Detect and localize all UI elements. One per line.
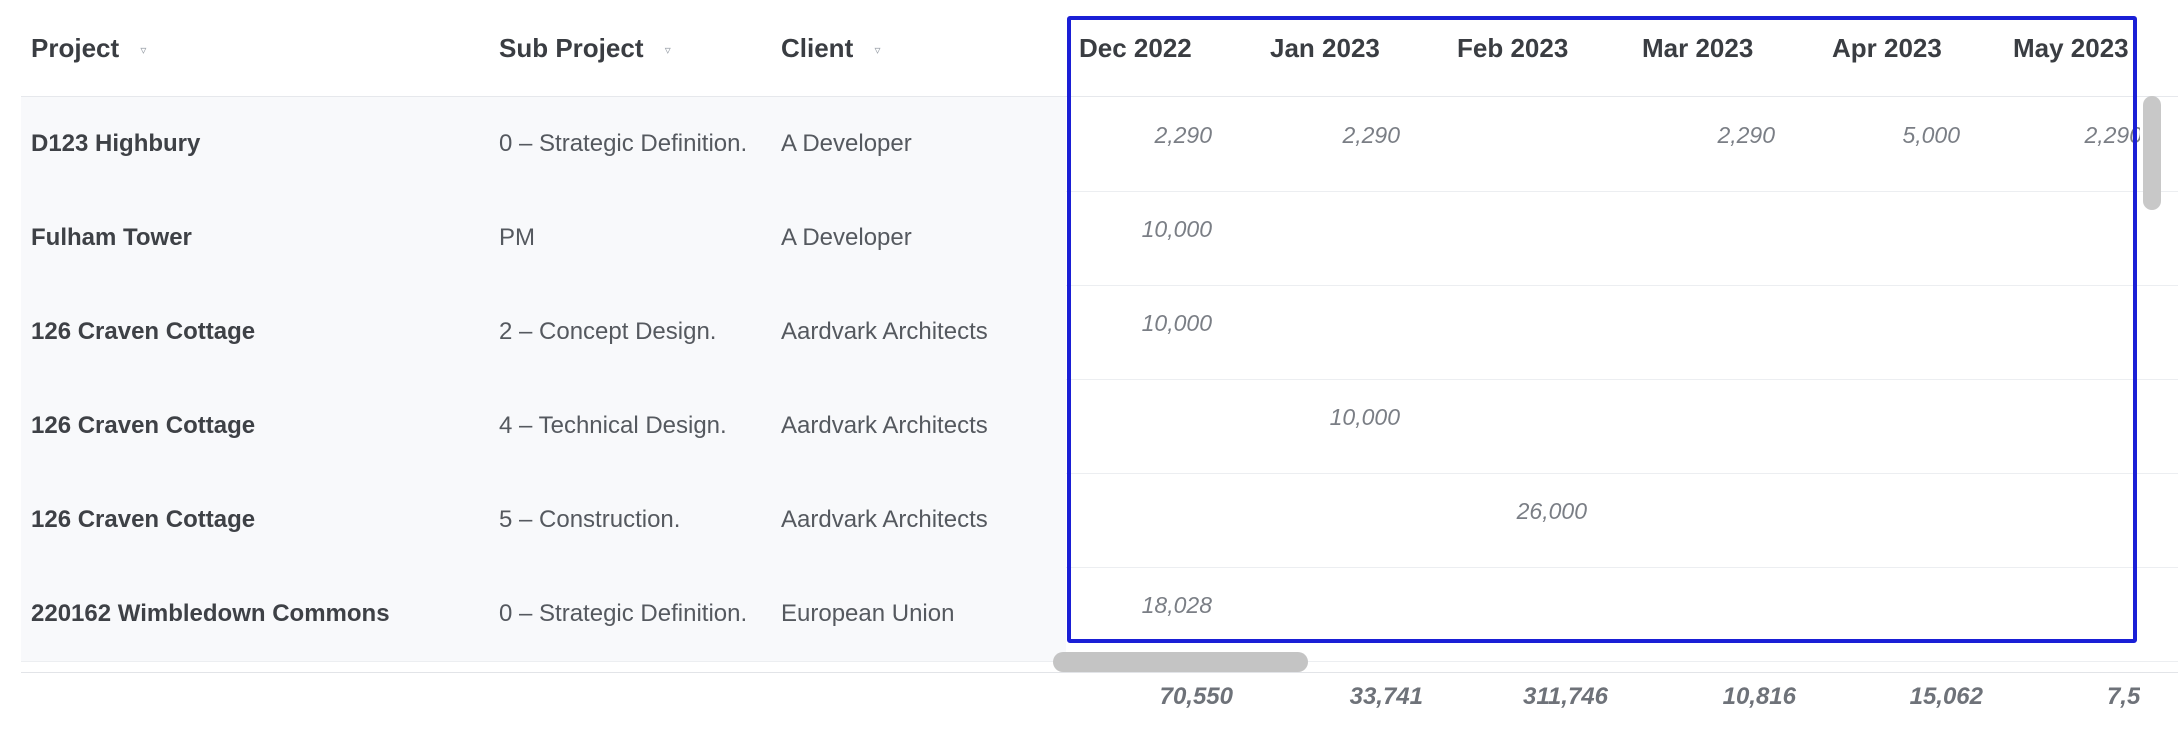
month-value-cell[interactable] — [1962, 209, 2140, 249]
client-cell: A Developer — [781, 130, 912, 157]
month-value-cell[interactable] — [1595, 397, 1775, 437]
column-total: 311,746 — [1523, 683, 1608, 710]
month-value-cell[interactable]: 26,000 — [1516, 498, 1587, 524]
sub-project-cell: 2 – Concept Design. — [499, 318, 717, 345]
month-value-cell[interactable] — [1407, 303, 1587, 343]
month-value-cell[interactable]: 2,290 — [1154, 122, 1212, 148]
column-total: 7,530 — [2106, 683, 2140, 710]
project-cell: 126 Craven Cottage — [31, 318, 256, 345]
month-header: Dec 2022 — [1079, 33, 1192, 63]
column-total: 10,816 — [1722, 683, 1796, 710]
project-cell: D123 Highbury — [31, 130, 201, 157]
sub-project-cell: 4 – Technical Design. — [499, 412, 727, 439]
month-value-cell[interactable] — [1962, 397, 2140, 437]
month-value-cell[interactable] — [1407, 209, 1587, 249]
column-total: 70,550 — [1159, 683, 1233, 710]
month-value-cell[interactable] — [1067, 491, 1212, 531]
table-row[interactable]: 220162 Wimbledown Commons 0 – Strategic D… — [21, 567, 2178, 662]
month-value-cell[interactable] — [1220, 209, 1400, 249]
row-background — [21, 379, 1066, 473]
project-column-header[interactable]: Project ▿ — [31, 30, 146, 66]
client-cell: Aardvark Architects — [781, 412, 988, 439]
project-cell: 126 Craven Cottage — [31, 506, 256, 533]
month-value-cell[interactable]: 18,028 — [1141, 592, 1212, 618]
month-value-cell[interactable] — [1780, 491, 1960, 531]
month-value-cell[interactable]: 2,290 — [1717, 122, 1775, 148]
sort-icon[interactable]: ▿ — [874, 43, 881, 58]
month-value-cell[interactable]: 10,000 — [1141, 216, 1212, 242]
month-header: Mar 2023 — [1642, 33, 1754, 63]
table-row[interactable]: 126 Craven Cottage 5 – Construction. Aardv… — [21, 473, 2178, 568]
table-row[interactable]: D123 Highbury 0 – Strategic Definition. A … — [21, 97, 2178, 192]
sub-project-header-label: Sub Project — [499, 33, 644, 63]
month-scroll-area[interactable]: Dec 2022 Jan 2023 Feb 2023 Mar 2023 Apr … — [1067, 0, 2140, 731]
month-value-cell[interactable] — [1595, 491, 1775, 531]
table-row[interactable]: 126 Craven Cottage 2 – Concept Design. Aar… — [21, 285, 2178, 380]
project-cell: 126 Craven Cottage — [31, 412, 256, 439]
column-total: 15,062 — [1909, 683, 1983, 710]
month-value-cell[interactable]: 10,000 — [1329, 404, 1400, 430]
month-value-cell[interactable]: 2,290 — [2084, 122, 2140, 148]
row-background — [21, 567, 1066, 661]
month-value-cell[interactable] — [1962, 585, 2140, 625]
month-value-cell[interactable] — [1780, 585, 1960, 625]
month-value-cell[interactable] — [1220, 303, 1400, 343]
vertical-scrollbar[interactable] — [2143, 96, 2161, 210]
table-row[interactable]: 126 Craven Cottage 4 – Technical Design. A… — [21, 379, 2178, 474]
project-header-label: Project — [31, 33, 120, 63]
month-header: May 2023 — [2013, 33, 2129, 63]
month-value-cell[interactable] — [1595, 585, 1775, 625]
table-header: Project ▿ Sub Project ▿ Client ▿ — [21, 0, 2178, 97]
month-value-cell[interactable] — [1780, 303, 1960, 343]
month-value-cell[interactable] — [1780, 209, 1960, 249]
sub-project-cell: PM — [499, 224, 535, 251]
month-value-cell[interactable] — [1407, 397, 1587, 437]
project-cell: 220162 Wimbledown Commons — [31, 600, 390, 627]
client-cell: Aardvark Architects — [781, 506, 988, 533]
client-cell: A Developer — [781, 224, 912, 251]
month-value-cell[interactable]: 2,290 — [1342, 122, 1400, 148]
client-cell: Aardvark Architects — [781, 318, 988, 345]
month-value-cell[interactable]: 10,000 — [1141, 310, 1212, 336]
client-header-label: Client — [781, 33, 854, 63]
month-value-cell[interactable] — [1962, 491, 2140, 531]
month-value-cell[interactable] — [1962, 303, 2140, 343]
sort-icon[interactable]: ▿ — [140, 43, 147, 58]
horizontal-scrollbar[interactable] — [1053, 652, 1308, 672]
sub-project-cell: 0 – Strategic Definition. — [499, 600, 748, 627]
sub-project-cell: 5 – Construction. — [499, 506, 681, 533]
totals-divider — [21, 672, 2178, 673]
month-header: Apr 2023 — [1832, 33, 1942, 63]
client-column-header[interactable]: Client ▿ — [781, 30, 881, 66]
project-cell: Fulham Tower — [31, 224, 192, 251]
month-value-cell[interactable] — [1220, 491, 1400, 531]
column-total: 33,741 — [1349, 683, 1423, 710]
month-value-cell[interactable] — [1780, 397, 1960, 437]
sort-icon[interactable]: ▿ — [664, 43, 671, 58]
month-value-cell[interactable] — [1220, 585, 1400, 625]
table-row[interactable]: Fulham Tower PM A Developer — [21, 191, 2178, 286]
sub-project-cell: 0 – Strategic Definition. — [499, 130, 748, 157]
month-value-cell[interactable] — [1407, 585, 1587, 625]
row-background — [21, 285, 1066, 379]
sub-project-column-header[interactable]: Sub Project ▿ — [499, 30, 671, 66]
client-cell: European Union — [781, 600, 955, 627]
month-value-cell[interactable]: 5,000 — [1902, 122, 1960, 148]
month-value-cell[interactable] — [1407, 115, 1587, 155]
month-value-cell[interactable] — [1595, 303, 1775, 343]
month-header: Feb 2023 — [1457, 33, 1569, 63]
row-background — [21, 191, 1066, 285]
month-header: Jan 2023 — [1270, 33, 1380, 63]
month-value-cell[interactable] — [1067, 397, 1212, 437]
row-background — [21, 473, 1066, 567]
row-background — [21, 97, 1066, 191]
month-value-cell[interactable] — [1595, 209, 1775, 249]
